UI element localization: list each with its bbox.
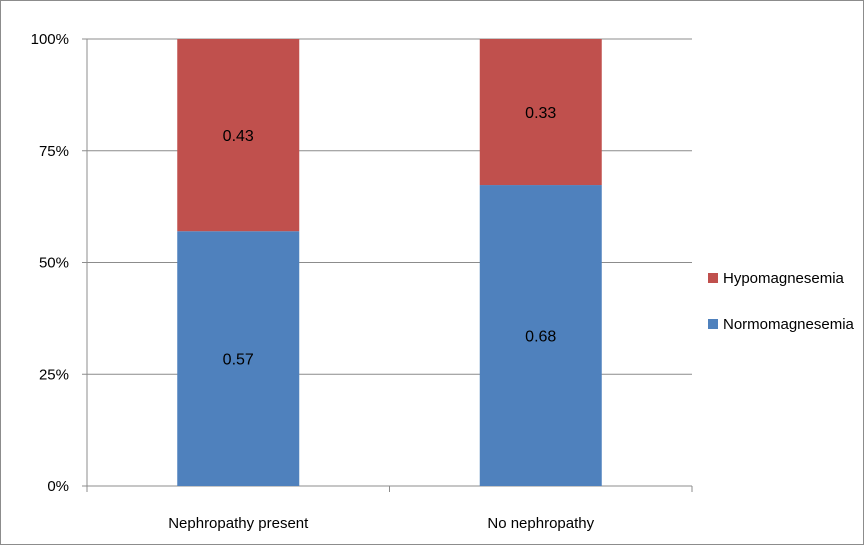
data-label-hypomagnesemia-1: 0.43 xyxy=(223,128,254,145)
legend-label-hypomagnesemia: Hypomagnesemia xyxy=(723,270,845,287)
bar-normomagnesemia-1 xyxy=(177,231,300,486)
bar-hypomagnesemia-1 xyxy=(177,39,300,232)
y-tick-label: 25% xyxy=(39,366,69,383)
data-label-normomagnesemia-1: 0.57 xyxy=(223,352,254,369)
y-tick-label: 100% xyxy=(31,31,69,48)
data-label-normomagnesemia-2: 0.68 xyxy=(525,329,556,346)
bar-hypomagnesemia-2 xyxy=(479,39,602,186)
bar-normomagnesemia-2 xyxy=(479,185,602,486)
legend: Hypomagnesemia Normomagnesemia xyxy=(708,270,855,333)
legend-label-normomagnesemia: Normomagnesemia xyxy=(723,316,855,333)
x-category-label: Nephropathy present xyxy=(168,515,309,532)
bars xyxy=(177,39,602,486)
axes: 0% 25% 50% 75% 100% Nephropathy present No nep… xyxy=(31,31,693,532)
data-labels: 0.57 0.43 0.68 0.33 xyxy=(223,105,557,369)
x-category-label: No nephropathy xyxy=(487,515,594,532)
y-tick-label: 0% xyxy=(47,478,69,495)
y-tick-label: 50% xyxy=(39,255,69,272)
data-label-hypomagnesemia-2: 0.33 xyxy=(525,105,556,122)
legend-swatch-normomagnesemia xyxy=(708,319,718,329)
y-tick-label: 75% xyxy=(39,143,69,160)
legend-swatch-hypomagnesemia xyxy=(708,273,718,283)
